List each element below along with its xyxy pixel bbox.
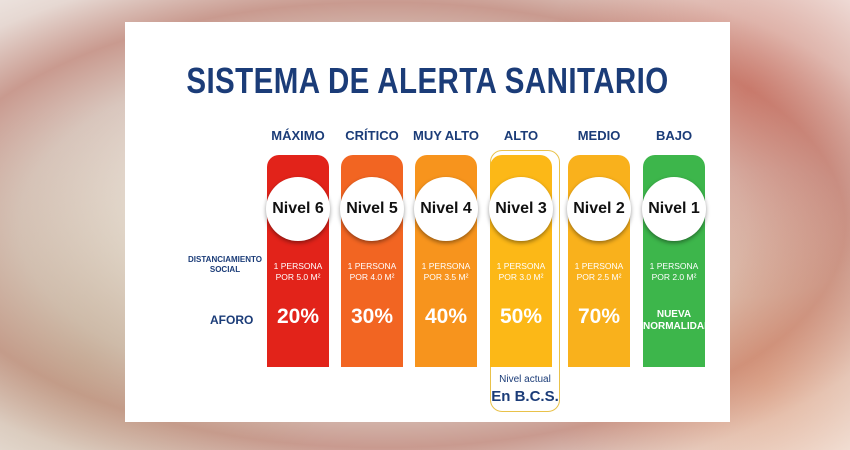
- aforo-text: 20%: [276, 305, 320, 328]
- level-column: Nivel 2 1 PERSONA POR 2.5 M² 70%: [567, 155, 631, 367]
- level-badge: Nivel 4: [414, 177, 478, 241]
- level-badge: Nivel 5: [340, 177, 404, 241]
- level-badge: Nivel 1: [642, 177, 706, 241]
- level-column: Nivel 6 1 PERSONA POR 5.0 M² 20%: [266, 155, 330, 367]
- level-header: BAJO: [655, 128, 693, 143]
- level-header: ALTO: [503, 128, 539, 143]
- current-label: Nivel actual: [499, 374, 551, 385]
- infographic: SISTEMA DE ALERTA SANITARIO DISTANCIAMIE…: [125, 22, 730, 422]
- row-label: DISTANCIAMIENTO SOCIAL: [188, 255, 262, 274]
- level-column: Nivel 1 1 PERSONA POR 2.0 M² NUEVA NORMALI…: [642, 155, 712, 367]
- level-column: Nivel 4 1 PERSONA POR 3.5 M² 40%: [414, 155, 478, 367]
- aforo-text: 70%: [577, 305, 621, 328]
- distancing-text: 1 PERSONA POR 5.0 M²: [273, 261, 323, 282]
- distancing-text: 1 PERSONA POR 2.5 M²: [574, 261, 624, 282]
- level-badge: Nivel 3: [489, 177, 553, 241]
- title: SISTEMA DE ALERTA SANITARIO: [186, 60, 669, 101]
- aforo-text: 30%: [350, 305, 394, 328]
- level-badge: Nivel 6: [266, 177, 330, 241]
- level-column: Nivel 3 1 PERSONA POR 3.0 M² 50%: [489, 155, 553, 367]
- level-header: MUY ALTO: [413, 128, 479, 143]
- distancing-text: 1 PERSONA POR 4.0 M²: [347, 261, 397, 282]
- level-badge: Nivel 2: [567, 177, 631, 241]
- row-label: AFORO: [210, 313, 254, 327]
- distancing-text: 1 PERSONA POR 3.0 M²: [496, 261, 546, 282]
- distancing-text: 1 PERSONA POR 3.5 M²: [421, 261, 471, 282]
- level-column: Nivel 5 1 PERSONA POR 4.0 M² 30%: [340, 155, 404, 367]
- aforo-text: NUEVA NORMALIDAD: [643, 309, 712, 332]
- aforo-text: 40%: [424, 305, 468, 328]
- level-header: MEDIO: [577, 128, 621, 143]
- current-place: En B.C.S.: [491, 388, 559, 405]
- level-header: MÁXIMO: [271, 128, 325, 143]
- distancing-text: 1 PERSONA POR 2.0 M²: [649, 261, 699, 282]
- level-header: CRÍTICO: [345, 128, 399, 143]
- aforo-text: 50%: [499, 305, 543, 328]
